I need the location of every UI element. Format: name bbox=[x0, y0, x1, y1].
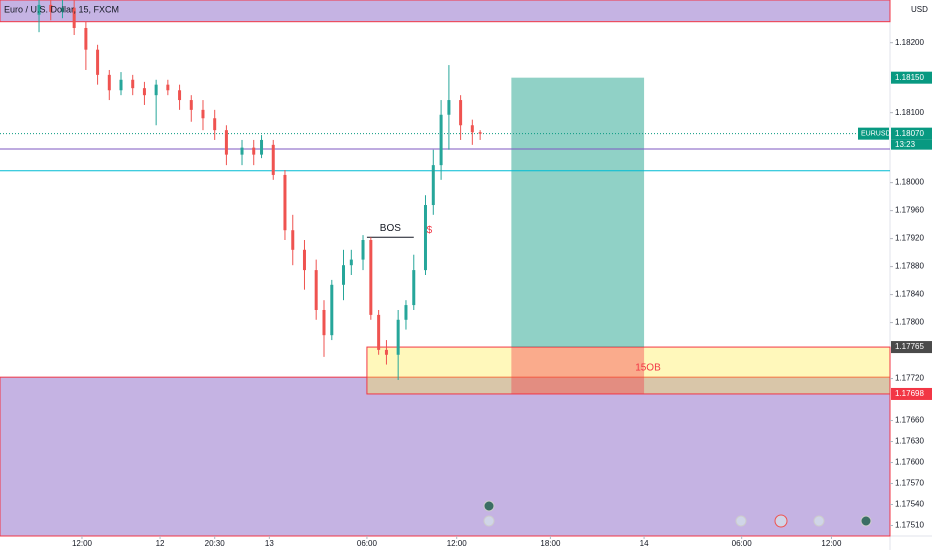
candle-body bbox=[201, 109, 205, 119]
price-badge bbox=[891, 127, 932, 140]
price-badge-label: 1.17698 bbox=[895, 389, 924, 398]
x-tick-label: 12:00 bbox=[447, 539, 468, 548]
y-tick-label: 1.17660 bbox=[895, 416, 924, 425]
candle-body bbox=[349, 259, 353, 266]
candle-body bbox=[342, 265, 346, 285]
y-tick-label: 1.17570 bbox=[895, 479, 924, 488]
candle-body bbox=[189, 100, 193, 110]
candle-body bbox=[478, 132, 482, 134]
symbol-label: EURUSD bbox=[861, 130, 891, 137]
y-tick-label: 1.17510 bbox=[895, 521, 924, 530]
annotation: 15OB bbox=[635, 363, 661, 374]
zone bbox=[366, 346, 891, 395]
candle-body bbox=[384, 349, 388, 355]
candle-body bbox=[314, 270, 318, 310]
target-zone bbox=[511, 77, 645, 348]
y-tick-label: 1.18000 bbox=[895, 178, 924, 187]
zone bbox=[0, 376, 891, 537]
currency[interactable]: USD bbox=[911, 5, 928, 14]
y-tick-label: 1.17630 bbox=[895, 437, 924, 446]
x-tick-label: 20:30 bbox=[205, 539, 226, 548]
zone bbox=[0, 0, 891, 23]
x-tick-label: 18:00 bbox=[540, 539, 561, 548]
y-tick-label: 1.17600 bbox=[895, 458, 924, 467]
chart-title: Euro / U.S. Dollar, 15, FXCM bbox=[4, 4, 119, 14]
x-tick-label: 12:00 bbox=[821, 539, 842, 548]
candle-body bbox=[49, 4, 53, 12]
candle-body bbox=[37, 4, 41, 15]
candle-body bbox=[213, 118, 217, 131]
candle-body bbox=[60, 7, 64, 12]
y-tick-label: 1.17540 bbox=[895, 500, 924, 509]
candle-body bbox=[271, 144, 275, 175]
annotation: BOS bbox=[380, 223, 401, 234]
event-icon[interactable] bbox=[860, 515, 872, 527]
y-tick-label: 1.17920 bbox=[895, 234, 924, 243]
candle-body bbox=[178, 90, 182, 101]
candle-body bbox=[96, 49, 100, 75]
symbol-badge bbox=[858, 127, 889, 140]
price-badge bbox=[891, 341, 932, 354]
x-tick-label: 12 bbox=[156, 539, 165, 548]
y-tick-label: 1.17720 bbox=[895, 374, 924, 383]
annotation: $ bbox=[427, 225, 433, 236]
candle-body bbox=[154, 84, 158, 96]
price-badge bbox=[891, 71, 932, 84]
price-badge-label: 1.18150 bbox=[895, 73, 924, 82]
event-icon[interactable] bbox=[735, 515, 747, 527]
event-icon[interactable] bbox=[483, 500, 495, 512]
candle-body bbox=[396, 319, 400, 355]
event-icon[interactable] bbox=[483, 515, 495, 527]
stop-zone bbox=[511, 347, 645, 394]
candle-body bbox=[377, 314, 381, 350]
candle-body bbox=[431, 165, 435, 206]
x-tick-label: 12:00 bbox=[72, 539, 93, 548]
y-tick-label: 1.18200 bbox=[895, 38, 924, 47]
candle-body bbox=[404, 305, 408, 320]
candle-body bbox=[459, 100, 463, 126]
candle-body bbox=[412, 270, 416, 306]
candle-body bbox=[72, 7, 76, 28]
candle-body bbox=[330, 284, 334, 336]
x-tick-label: 06:00 bbox=[357, 539, 378, 548]
candle-body bbox=[447, 100, 451, 115]
candle-body bbox=[240, 147, 244, 155]
candle-body bbox=[252, 147, 256, 155]
x-tick-label: 13 bbox=[265, 539, 274, 548]
candle-body bbox=[302, 249, 306, 271]
candle-body bbox=[84, 27, 88, 50]
event-icon[interactable] bbox=[813, 515, 825, 527]
candle-body bbox=[131, 79, 135, 89]
candle-body bbox=[369, 240, 373, 315]
y-tick-label: 1.18100 bbox=[895, 108, 924, 117]
x-tick-label: 14 bbox=[640, 539, 649, 548]
candle-body bbox=[423, 205, 427, 271]
event-icon[interactable] bbox=[774, 514, 788, 528]
plot: BOS $15OB bbox=[0, 0, 891, 537]
candle-body bbox=[119, 79, 123, 91]
candle-body bbox=[142, 88, 146, 96]
candle-body bbox=[260, 139, 264, 155]
x-tick-label: 06:00 bbox=[732, 539, 753, 548]
y-tick-label: 1.17840 bbox=[895, 290, 924, 299]
countdown-label: 13:23 bbox=[895, 140, 916, 149]
candle-body bbox=[361, 240, 365, 260]
price-badge-label: 1.17765 bbox=[895, 342, 924, 351]
candle-body bbox=[224, 130, 228, 155]
y-tick-label: 1.17880 bbox=[895, 262, 924, 271]
y-tick-label: 1.17960 bbox=[895, 206, 924, 215]
candle-body bbox=[107, 74, 111, 91]
candle-body bbox=[283, 174, 287, 231]
y-tick-label: 1.17800 bbox=[895, 318, 924, 327]
price-badge-label: 1.18070 bbox=[895, 129, 924, 138]
candle-body bbox=[322, 309, 326, 336]
candle-body bbox=[439, 114, 443, 166]
candle-body bbox=[291, 230, 295, 250]
price-badge bbox=[891, 387, 932, 400]
countdown-badge bbox=[891, 139, 932, 150]
candle-body bbox=[470, 125, 474, 133]
candle-body bbox=[166, 84, 170, 91]
